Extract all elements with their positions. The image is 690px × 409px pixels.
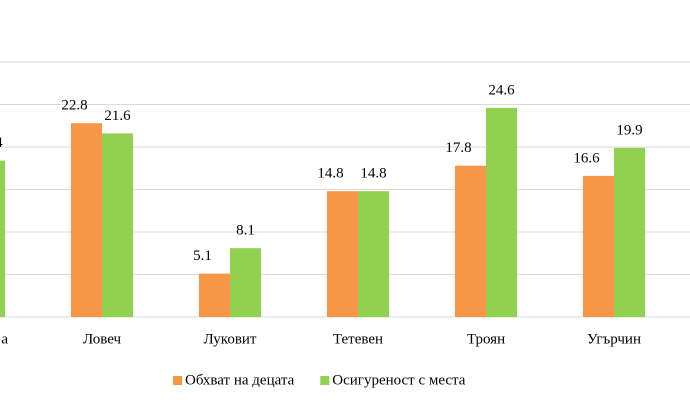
data-label: 18.4	[0, 135, 3, 151]
data-label: 21.6	[104, 108, 131, 124]
bar	[0, 160, 5, 317]
bar	[614, 147, 645, 317]
data-label: 22.8	[61, 98, 87, 114]
bar	[230, 248, 261, 317]
bar	[455, 165, 486, 317]
bar	[486, 107, 517, 318]
data-label: 16.6	[573, 150, 600, 166]
bar	[358, 191, 389, 317]
x-tick-label: Тетевен	[333, 331, 383, 347]
x-tick-label: Луковит	[204, 331, 257, 347]
data-label: 19.9	[616, 122, 642, 138]
bar	[71, 123, 102, 317]
bar	[327, 191, 358, 317]
x-tick-label: Ловеч	[83, 331, 122, 347]
legend-swatch	[320, 376, 330, 385]
legend-label: Осигуреност с места	[332, 372, 466, 388]
data-label: 24.6	[488, 82, 515, 98]
x-tick-label: а	[1, 331, 8, 347]
legend-swatch	[173, 376, 182, 385]
bar	[199, 273, 230, 317]
bar	[102, 133, 133, 317]
data-label: 17.8	[445, 140, 471, 156]
data-label: 8.1	[236, 223, 255, 239]
legend-label: Обхват на децата	[185, 372, 295, 388]
data-label: 14.8	[360, 166, 386, 182]
bar	[583, 175, 614, 317]
x-tick-label: Угърчин	[587, 331, 641, 347]
data-label: 5.1	[193, 248, 212, 264]
data-label: 14.8	[317, 166, 343, 182]
x-tick-label: Троян	[467, 331, 505, 347]
